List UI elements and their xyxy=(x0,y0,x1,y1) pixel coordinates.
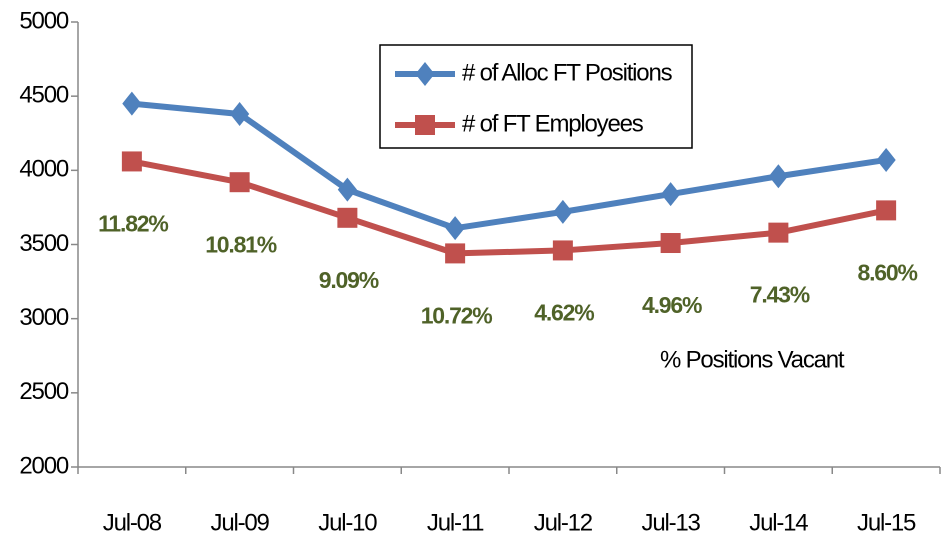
series-line xyxy=(131,100,887,232)
vacancy-label: 7.43% xyxy=(750,282,810,308)
point-marker xyxy=(445,243,466,264)
legend-label: # of FT Employees xyxy=(462,110,644,137)
annotation-title: % Positions Vacant xyxy=(660,346,845,373)
y-tick-label: 4500 xyxy=(19,82,68,109)
vacancy-label: 4.96% xyxy=(642,292,702,318)
vacancy-label: 4.62% xyxy=(534,300,594,326)
point-marker xyxy=(768,164,788,189)
vacancy-label: 10.81% xyxy=(205,231,277,257)
x-tick-label: Jul-15 xyxy=(857,509,916,536)
point-marker xyxy=(876,200,897,221)
point-marker xyxy=(661,182,681,207)
vacancy-label: 8.60% xyxy=(858,259,918,285)
x-tick-label: Jul-10 xyxy=(318,509,377,536)
point-marker xyxy=(122,91,142,116)
point-marker xyxy=(768,222,789,243)
x-tick-label: Jul-08 xyxy=(103,509,162,536)
series-line xyxy=(131,158,887,257)
point-marker xyxy=(415,115,435,135)
x-tick-label: Jul-11 xyxy=(427,509,484,536)
point-marker xyxy=(337,207,358,228)
point-marker xyxy=(876,147,896,172)
point-marker xyxy=(415,62,435,86)
x-tick-label: Jul-13 xyxy=(642,509,701,536)
vacancy-label: 9.09% xyxy=(319,267,379,293)
point-marker xyxy=(121,151,142,172)
point-marker xyxy=(230,101,250,126)
point-marker xyxy=(553,199,573,224)
point-marker xyxy=(229,172,250,193)
x-tick-label: Jul-14 xyxy=(749,509,808,536)
y-tick-label: 5000 xyxy=(19,7,68,34)
vacancy-label: 11.82% xyxy=(98,211,168,237)
x-tick-label: Jul-09 xyxy=(211,509,270,536)
x-tick-label: Jul-12 xyxy=(534,509,593,536)
y-tick-label: 3000 xyxy=(19,304,68,331)
y-tick-label: 2000 xyxy=(19,452,68,479)
y-tick-label: 3500 xyxy=(19,230,68,257)
point-marker xyxy=(660,233,681,254)
y-tick-label: 2500 xyxy=(19,378,68,405)
y-tick-label: 4000 xyxy=(19,156,68,183)
point-marker xyxy=(337,177,357,202)
legend-label: # of Alloc FT Positions xyxy=(462,59,673,86)
vacancy-label: 10.72% xyxy=(421,302,493,328)
point-marker xyxy=(552,240,573,261)
point-marker xyxy=(445,216,465,241)
